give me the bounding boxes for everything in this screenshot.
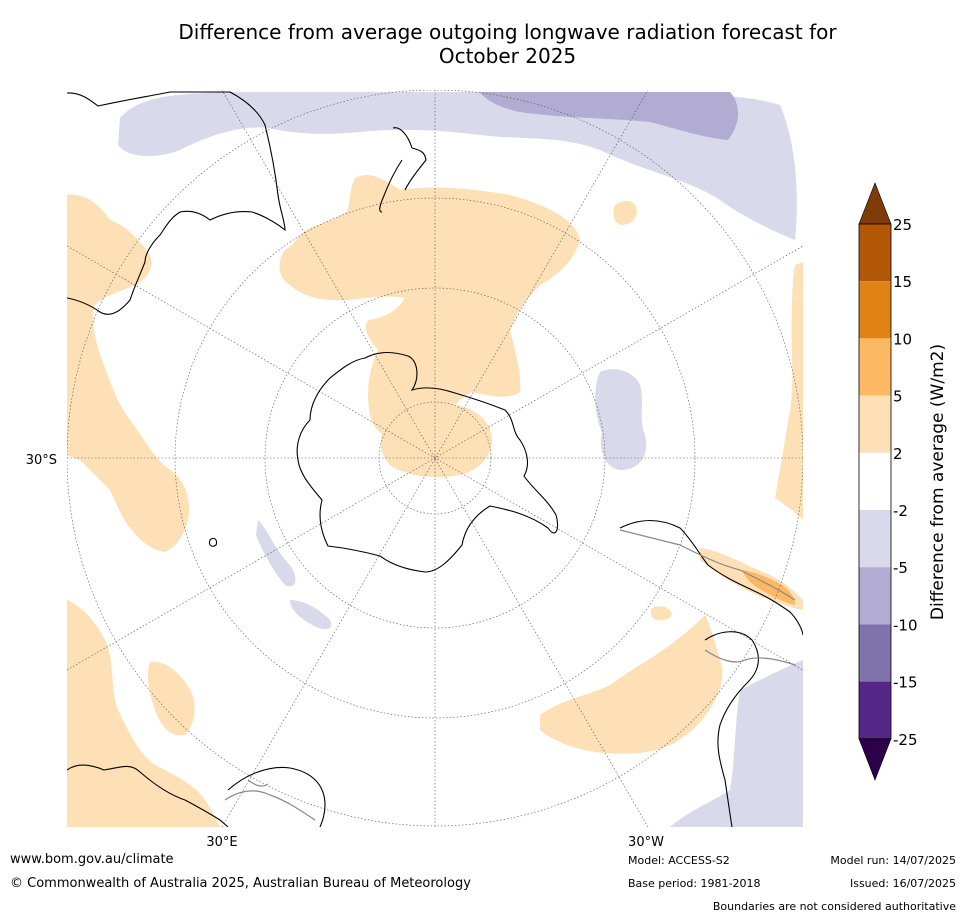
colorbar-band-2-5 [859,395,891,453]
coastlines [67,91,803,827]
colorbar-extend-over [858,182,892,225]
colorbar-tick-n10: -10 [893,616,918,634]
colorbar-band-5-10 [859,338,891,396]
footer-issued: Issued: 16/07/2025 [849,877,956,890]
colorbar-label: Difference from average (W/m2) [928,344,948,620]
coastline-africa [67,764,326,827]
title-line-2: October 2025 [438,44,577,68]
colorbar-band-15-25 [859,224,891,282]
anomaly-region-strong-negative [480,92,739,140]
colorbar-tick-n5: -5 [893,559,908,577]
colorbar-tick-15: 15 [893,273,912,291]
colorbar-tick-5: 5 [893,388,903,406]
anomaly-region-pole [380,404,493,478]
colorbar-tick-n2: -2 [893,502,908,520]
footer-disclaimer: Boundaries are not considered authoritat… [712,900,956,913]
colorbar-band-n10-n5 [859,567,891,625]
longitude-label-30w: 30°W [628,835,664,850]
anomaly-region-small-island [613,200,637,226]
anomaly-region-southern-indian [256,520,296,587]
colorbar-band-n2-2 [859,452,891,510]
anomaly-region-southern-ocean [290,600,332,630]
colorbar-band-n5-n2 [859,510,891,568]
map-title: Difference from average outgoing longwav… [60,20,955,68]
anomaly-region-southern-islet [650,606,672,621]
footer-model: Model: ACCESS-S2 [628,854,730,867]
coastline-pacific-islet [208,537,218,547]
graticule [67,90,803,827]
colorbar-extend-under [858,738,892,781]
anomaly-region-south-america-pacific [540,615,723,754]
footer-base-period: Base period: 1981-2018 [628,877,761,890]
country-boundaries [224,529,796,821]
latitude-circle-60s [264,287,606,629]
colorbar-band-n15-n10 [859,624,891,682]
boundary-south-america-north [619,529,796,601]
latitude-label-30s: 30°S [26,453,57,468]
footer-website[interactable]: www.bom.gov.au/climate [10,852,174,867]
meridian-60w [67,245,803,671]
anomaly-region-north-pacific [118,92,797,240]
anomaly-region-indian-ocean [147,661,195,736]
footer-model-run: Model run: 14/07/2025 [830,854,956,867]
coastline-new-zealand-north [392,127,427,191]
anomaly-region-central-pacific [279,175,580,438]
map-plot-area [67,90,803,827]
coastline-antarctica [296,351,559,573]
anomaly-region-southeast-corner [670,660,803,827]
title-line-1: Difference from average outgoing longwav… [178,20,837,44]
colorbar-band-n25-n15 [859,681,891,739]
colorbar-tick-10: 10 [893,330,912,348]
longitude-label-30e: 30°E [206,835,237,850]
boundary-africa [224,779,316,821]
anomaly-region-south-atlantic [595,369,647,470]
colorbar-band-10-15 [859,281,891,339]
anomaly-negative-areas [118,92,803,827]
colorbar-outline [858,223,892,740]
coastline-australia [67,91,286,315]
colorbar-tick-2: 2 [893,445,903,463]
anomaly-region-strong-positive [742,570,795,605]
coastline-new-zealand-south [379,159,403,213]
boundary-south-america-south [704,649,796,666]
anomaly-region-west-indian [67,194,190,553]
colorbar-tick-n15: -15 [893,674,918,692]
colorbar-tick-25: 25 [893,216,912,234]
footer-copyright: © Commonwealth of Australia 2025, Austra… [10,876,471,891]
coastline-south-america [619,520,803,827]
colorbar-tick-n25: -25 [893,731,918,749]
anomaly-region-east-edge [775,262,803,520]
